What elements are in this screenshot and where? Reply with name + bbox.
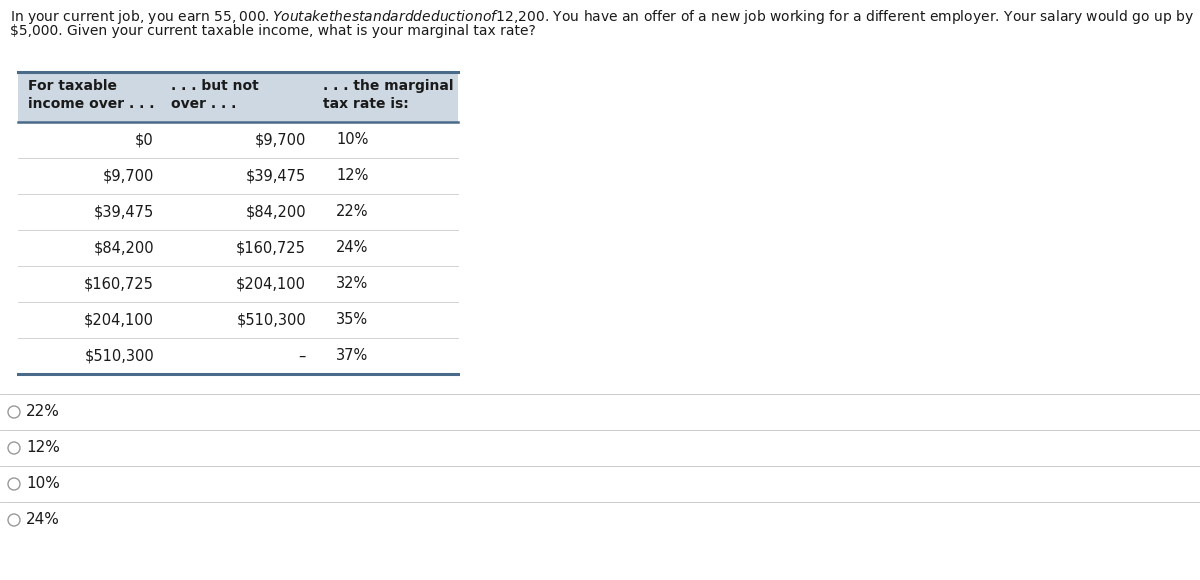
Text: $510,300: $510,300 [84, 349, 154, 364]
Text: In your current job, you earn $55,000. You take the standard deduction of $12,20: In your current job, you earn $55,000. Y… [10, 8, 1194, 26]
Text: 22%: 22% [336, 205, 368, 219]
Text: $9,700: $9,700 [254, 132, 306, 147]
Text: $9,700: $9,700 [103, 169, 154, 183]
Text: 32%: 32% [336, 277, 368, 292]
Text: $84,200: $84,200 [245, 205, 306, 219]
Text: $0: $0 [136, 132, 154, 147]
Text: 10%: 10% [26, 477, 60, 491]
Text: $204,100: $204,100 [84, 313, 154, 328]
Text: $204,100: $204,100 [236, 277, 306, 292]
Text: $160,725: $160,725 [236, 241, 306, 256]
Text: $160,725: $160,725 [84, 277, 154, 292]
Text: 24%: 24% [336, 241, 368, 256]
Text: –: – [299, 349, 306, 364]
Text: $39,475: $39,475 [246, 169, 306, 183]
Text: For taxable
income over . . .: For taxable income over . . . [28, 79, 155, 111]
Text: . . . the marginal
tax rate is:: . . . the marginal tax rate is: [323, 79, 454, 111]
Text: 12%: 12% [26, 440, 60, 455]
Text: 22%: 22% [26, 404, 60, 419]
Text: 10%: 10% [336, 132, 368, 147]
Text: $39,475: $39,475 [94, 205, 154, 219]
Text: 12%: 12% [336, 169, 368, 183]
Text: $84,200: $84,200 [94, 241, 154, 256]
Text: $510,300: $510,300 [236, 313, 306, 328]
Text: 35%: 35% [336, 313, 368, 328]
FancyBboxPatch shape [18, 72, 458, 122]
Text: 24%: 24% [26, 513, 60, 527]
Text: $5,000. Given your current taxable income, what is your marginal tax rate?: $5,000. Given your current taxable incom… [10, 24, 535, 38]
Text: . . . but not
over . . .: . . . but not over . . . [172, 79, 259, 111]
Text: 37%: 37% [336, 349, 368, 364]
